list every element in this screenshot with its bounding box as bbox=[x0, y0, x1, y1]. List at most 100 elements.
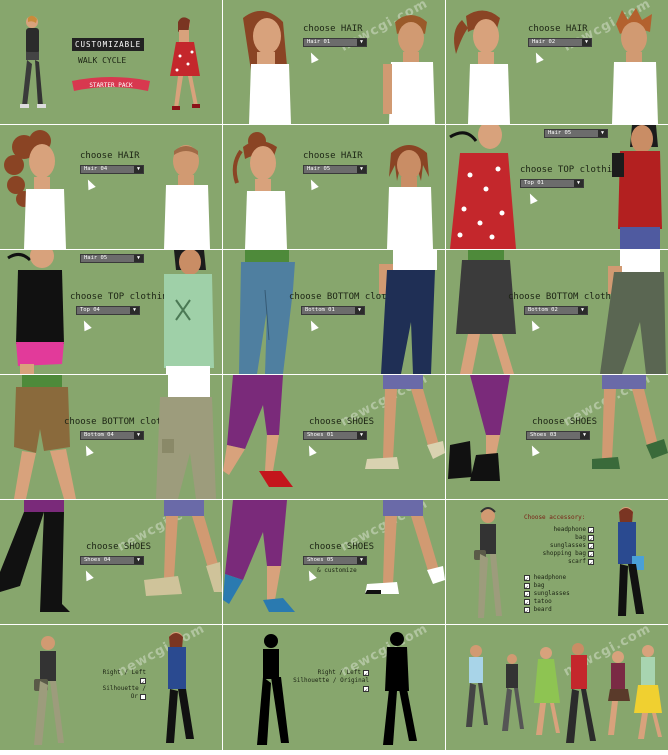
top-tile-1: Hair 05 ▼ choose TOP clothing Top 01 ▼ bbox=[446, 125, 668, 249]
mouse-cursor-icon bbox=[307, 318, 319, 332]
bottom-dropdown[interactable]: Bottom 01 ▼ bbox=[301, 306, 365, 315]
lineup-woman-2 bbox=[608, 651, 630, 735]
woman-black-boots-figure bbox=[448, 375, 510, 481]
hair-dropdown[interactable]: Hair 05 ▼ bbox=[303, 165, 367, 174]
choose-heading: choose HAIR bbox=[303, 151, 363, 161]
lineup-woman-3 bbox=[634, 645, 662, 739]
man-silhouette-figure bbox=[257, 634, 289, 745]
woman-long-hair-figure bbox=[243, 10, 291, 124]
toggle-panel: Right / Left Silhouette / Original bbox=[293, 669, 369, 693]
accessory-option[interactable]: headphone bbox=[522, 574, 570, 582]
hair-dropdown[interactable]: Hair 04 ▼ bbox=[80, 165, 144, 174]
hair-dropdown[interactable]: Hair 05 ▼ bbox=[80, 254, 144, 263]
shoes-tile-3: newcgi.com choose SHOES Shoes 04 ▼ bbox=[0, 500, 222, 624]
man-green-hoodie-figure bbox=[164, 250, 214, 374]
choose-heading: choose HAIR bbox=[80, 151, 140, 161]
mouse-cursor-icon bbox=[84, 177, 96, 191]
hair-dropdown[interactable]: Hair 05 ▼ bbox=[544, 129, 608, 138]
choose-heading: choose BOTTOM clothing bbox=[289, 292, 409, 302]
checkbox-icon[interactable] bbox=[363, 669, 369, 676]
checkbox-icon[interactable] bbox=[588, 550, 594, 557]
woman-ponytail-figure bbox=[454, 10, 510, 124]
man-green-sneakers-figure bbox=[592, 375, 668, 469]
accessory-option[interactable]: headphone bbox=[542, 526, 594, 534]
dropdown-value: Shoes 04 bbox=[84, 557, 111, 563]
dropdown-value: Bottom 02 bbox=[528, 307, 558, 313]
hair-dropdown[interactable]: Hair 02 ▼ bbox=[528, 38, 592, 47]
man-sneakers-figure bbox=[365, 375, 445, 469]
choose-heading: choose BOTTOM clothing bbox=[64, 417, 184, 427]
customize-note: & customize bbox=[317, 567, 357, 574]
bottom-tile-1: choose BOTTOM clothing Bottom 01 ▼ bbox=[223, 250, 445, 374]
checkbox-icon[interactable] bbox=[588, 534, 594, 541]
silhouette-toggle[interactable]: Silhouette / Or bbox=[102, 685, 146, 700]
checkbox-icon[interactable] bbox=[140, 693, 146, 700]
checkbox-icon[interactable] bbox=[363, 685, 369, 692]
accessory-option[interactable]: bag bbox=[522, 582, 570, 590]
woman-curly-hair-figure bbox=[4, 130, 66, 249]
dropdown-value: Bottom 01 bbox=[305, 307, 335, 313]
shoes-tile-2: newcgi.com choose SHOES Shoes 03▼ bbox=[446, 375, 668, 499]
checkbox-icon[interactable] bbox=[588, 558, 594, 565]
customizable-badge: CUSTOMIZABLE bbox=[72, 38, 145, 51]
chevron-down-icon: ▼ bbox=[134, 166, 143, 173]
checkbox-icon[interactable] bbox=[524, 598, 530, 605]
man-cargo-pants-figure bbox=[600, 250, 666, 374]
characters-lineup-tile: newcgi.com bbox=[446, 625, 668, 750]
accessory-option[interactable]: sunglasses bbox=[522, 590, 570, 598]
accessory-option[interactable]: sunglasses bbox=[542, 542, 594, 550]
direction-toggle[interactable]: Right / Left bbox=[293, 669, 369, 677]
characters-lineup bbox=[466, 643, 662, 743]
checkbox-icon[interactable] bbox=[524, 582, 530, 589]
man-red-shirt-figure bbox=[612, 125, 662, 249]
accessory-option[interactable]: tatoo bbox=[522, 598, 570, 606]
man-shaved-head-figure bbox=[164, 145, 210, 249]
woman-silhouette-figure bbox=[383, 632, 417, 745]
dropdown-value: Hair 02 bbox=[532, 39, 556, 45]
shoes-dropdown[interactable]: Shoes 04 ▼ bbox=[80, 556, 144, 565]
hair-tile-3: choose HAIR Hair 04 ▼ bbox=[0, 125, 222, 249]
mouse-cursor-icon bbox=[82, 568, 94, 582]
direction-toggle[interactable]: Right / Left bbox=[100, 669, 146, 685]
accessory-option[interactable]: bag bbox=[542, 534, 594, 542]
man-with-bag-figure bbox=[34, 636, 64, 745]
toggle-tile-1: newcgi.com Right / Left Silhouette / Or bbox=[0, 625, 222, 750]
man-boots-figure bbox=[144, 500, 222, 596]
man-khaki-cargo-figure bbox=[156, 375, 216, 499]
choose-accessory-title: Choose accessory: bbox=[524, 514, 586, 521]
accessory-option[interactable]: beard bbox=[522, 606, 570, 614]
mouse-cursor-icon bbox=[526, 191, 538, 205]
shoes-dropdown[interactable]: Shoes 01 ▼ bbox=[303, 431, 367, 440]
dropdown-value: Shoes 05 bbox=[307, 557, 334, 563]
top-dropdown[interactable]: Top 04 ▼ bbox=[76, 306, 140, 315]
hair-dropdown[interactable]: Hair 01 ▼ bbox=[303, 38, 367, 47]
woman-red-dress-figure bbox=[170, 17, 200, 110]
top-dropdown[interactable]: Top 01 ▼ bbox=[520, 179, 584, 188]
choose-heading: choose SHOES bbox=[532, 417, 598, 427]
silhouette-toggle[interactable]: Silhouette / Original bbox=[293, 677, 369, 693]
mouse-cursor-icon bbox=[532, 50, 544, 64]
checkbox-icon[interactable] bbox=[524, 574, 530, 581]
woman-brown-shorts-figure bbox=[14, 375, 76, 499]
mouse-cursor-icon bbox=[528, 443, 540, 457]
checkbox-icon[interactable] bbox=[524, 590, 530, 597]
lineup-man-3 bbox=[566, 643, 596, 743]
lineup-man-2 bbox=[502, 654, 524, 731]
shoes-dropdown[interactable]: Shoes 05 ▼ bbox=[303, 556, 367, 565]
bottom-dropdown[interactable]: Bottom 02 ▼ bbox=[524, 306, 588, 315]
chevron-down-icon: ▼ bbox=[574, 180, 583, 187]
bottom-dropdown[interactable]: Bottom 04 ▼ bbox=[80, 431, 144, 440]
accessory-option[interactable]: shopping bag bbox=[542, 550, 594, 558]
checkbox-icon[interactable] bbox=[588, 542, 594, 549]
accessory-option[interactable]: scarf bbox=[542, 558, 594, 566]
chevron-down-icon: ▼ bbox=[134, 432, 143, 439]
checkbox-icon[interactable] bbox=[140, 677, 146, 684]
dropdown-value: Shoes 01 bbox=[307, 432, 334, 438]
dropdown-value: Hair 01 bbox=[307, 39, 331, 45]
checkbox-icon[interactable] bbox=[524, 606, 530, 613]
checkbox-icon[interactable] bbox=[588, 526, 594, 533]
mouse-cursor-icon bbox=[528, 318, 540, 332]
shoes-dropdown[interactable]: Shoes 03 ▼ bbox=[526, 431, 590, 440]
dropdown-value: Hair 04 bbox=[84, 166, 108, 172]
chevron-down-icon: ▼ bbox=[134, 557, 143, 564]
